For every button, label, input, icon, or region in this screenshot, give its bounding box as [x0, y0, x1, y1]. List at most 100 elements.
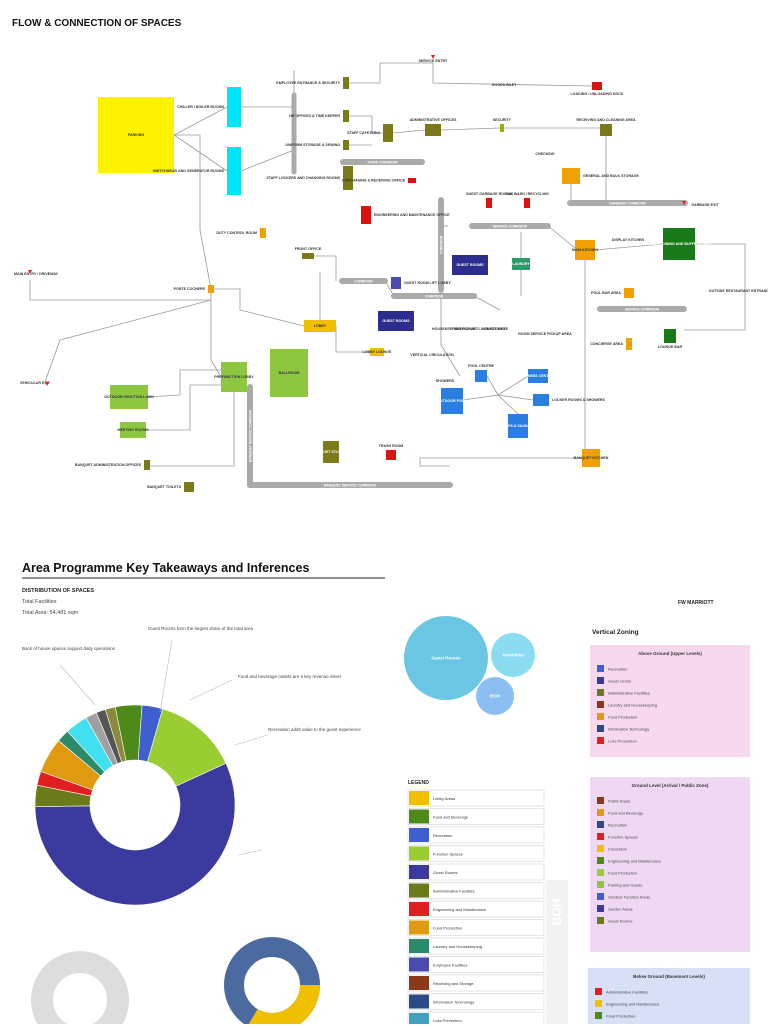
flow-label: SERVICE ENTRY: [419, 59, 448, 63]
space-node: [227, 147, 241, 195]
space-node: [227, 87, 241, 127]
boh-label: BOH: [550, 899, 564, 926]
total-area: Total Area: 54,481 sqm: [22, 610, 79, 616]
space-node: [592, 82, 602, 90]
section-title: Area Programme Key Takeaways and Inferen…: [22, 561, 309, 575]
space-label: BALLROOM: [279, 371, 300, 375]
space-label: HR OFFICES & TIME KEEPER: [289, 114, 340, 118]
space-label: LOBBY: [314, 324, 327, 328]
annotation: Back of house spaces support daily opera…: [22, 646, 116, 651]
zoning-title: Vertical Zoning: [592, 629, 639, 636]
space-label: GUEST GARBAGE ROOMS: [466, 192, 513, 196]
flow-label: MAIN ENTRY / DRIVEWAY: [14, 272, 59, 276]
legend-label: Recreation: [433, 833, 452, 838]
arrow-marker: [28, 270, 32, 274]
space-label: SECURITY: [493, 118, 512, 122]
legend-swatch: [409, 939, 429, 953]
space-node: [600, 124, 612, 136]
zoning-item: Circulation: [608, 847, 627, 852]
space-label: DUTY CONTROL ROOM: [216, 231, 257, 235]
space-node: [304, 320, 336, 332]
space-node: [663, 228, 695, 260]
connector: [146, 384, 221, 431]
space-node: [221, 362, 247, 392]
zoning-swatch: [597, 893, 604, 900]
space-node: [562, 168, 580, 184]
bubble-label: Guest Rooms: [431, 656, 461, 661]
space-label: STAFF LOCKERS AND CHANGING ROOMS: [266, 176, 340, 180]
zoning-swatch: [597, 677, 604, 684]
space-label: UNIFORM STORAGE & SEWING: [285, 143, 340, 147]
space-node: [524, 198, 530, 208]
legend-label: Engineering and Maintenance: [433, 907, 487, 912]
zoning-swatch: [597, 917, 604, 924]
space-label: EMPLOYEE ENTRANCE & SECURITY: [276, 81, 340, 85]
zoning-item: Recreation: [608, 823, 627, 828]
space-label: PORTE COCHERE: [174, 287, 206, 291]
legend-row: [407, 826, 545, 844]
section-subtitle: DISTRIBUTION OF SPACES: [22, 588, 94, 594]
legend-title: LEGEND: [408, 780, 429, 786]
zoning-item: Food Production: [606, 1014, 635, 1019]
legend-row: [407, 919, 545, 936]
zoning-box-title: Above Ground (Upper Levels): [638, 651, 702, 656]
space-node: [343, 166, 353, 190]
connector: [150, 392, 235, 467]
space-node: [370, 348, 384, 356]
legend-swatch: [409, 920, 429, 935]
space-node: [664, 329, 676, 343]
facilities: Total Facilities: [22, 599, 57, 605]
arrow-marker: [45, 382, 49, 386]
bubble-label: BOH: [490, 694, 500, 699]
legend-row: [407, 974, 545, 992]
zoning-item: Laundry and Housekeeping: [608, 703, 657, 708]
space-label: CONCIERGE AREA: [590, 342, 623, 346]
legend-label: Lobby Areas: [433, 796, 455, 801]
zoning-box-title: Ground Level (Arrival / Public Zone): [632, 783, 709, 788]
arrow-marker: [682, 201, 686, 205]
zoning-item: Engineering and Maintenance: [606, 1002, 660, 1007]
connector: [314, 255, 337, 281]
space-node: [475, 370, 487, 382]
connector: [174, 134, 212, 290]
connector: [173, 134, 228, 172]
zoning-swatch: [597, 905, 604, 912]
connector: [462, 394, 499, 401]
corridor-label: CORRIDOR: [425, 294, 444, 298]
space-label: STAFF CAFETERIA: [347, 131, 380, 135]
space-label: PURCHASING & RECEIVING OFFICE: [342, 179, 405, 183]
space-node: [533, 394, 549, 406]
corridor-label: SERVICE CORRIDOR: [493, 224, 528, 228]
corridor-label: BANQUET SERVICE CORRIDOR: [324, 483, 376, 487]
zoning-box: [590, 645, 750, 757]
bubble: [404, 616, 488, 700]
zoning-swatch: [597, 701, 604, 708]
flow-label: OUTSIDE RESTAURANT ENTRANCE: [709, 289, 768, 293]
space-label: GUEST ROOMS: [457, 263, 485, 267]
space-node: [386, 450, 396, 460]
zoning-swatch: [597, 845, 604, 852]
legend-row: [407, 808, 545, 825]
zoning-swatch: [597, 713, 604, 720]
legend-swatch: [409, 883, 429, 898]
space-label: LAUNDRY: [512, 262, 530, 266]
legend-row: [407, 845, 545, 862]
space-node: [512, 258, 530, 270]
boh-band: [546, 880, 568, 1024]
zoning-item: Administrative Facilities: [608, 691, 650, 696]
ring: [31, 951, 129, 1029]
connector: [497, 394, 519, 415]
legend-swatch: [409, 976, 429, 990]
space-node: [343, 77, 349, 89]
zoning-item: Food Production: [608, 871, 637, 876]
legend-label: Employee Facilities: [433, 963, 467, 968]
zoning-item: Parking and Goods: [608, 883, 642, 888]
corridor-label: STAFF CORRIDOR: [367, 160, 398, 164]
space-label: POOL BAR AREA: [591, 291, 621, 295]
space-label: LOUNGE BAR: [658, 345, 683, 349]
zoning-swatch: [597, 737, 604, 744]
corridor-label: SERVICE CORRIDOR: [625, 307, 660, 311]
space-label: FRONT OFFICE: [295, 247, 322, 251]
space-label: BANQUET ADMINISTRATION OFFICES: [75, 463, 142, 467]
flow-label: HOUSEKEEPING ROOMS / LINEN STORAGE: [432, 327, 509, 331]
